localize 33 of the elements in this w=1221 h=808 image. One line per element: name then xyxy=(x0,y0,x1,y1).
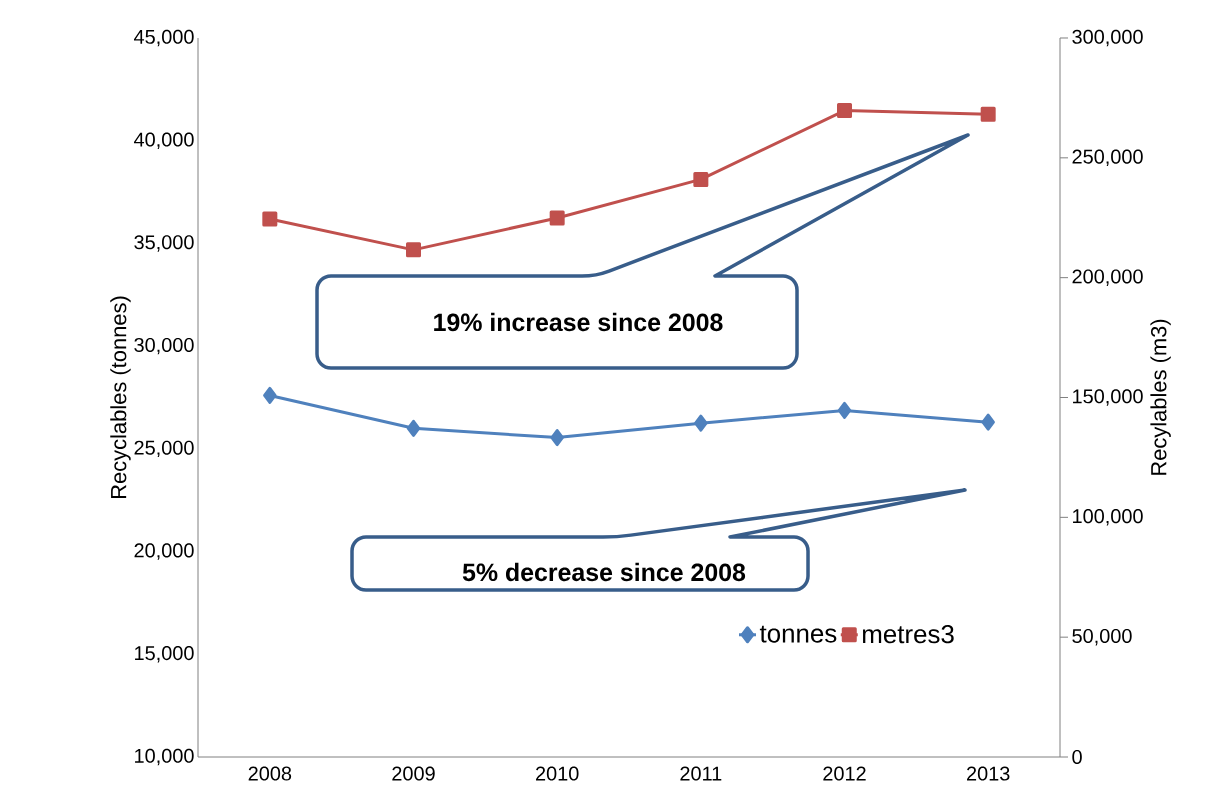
y-tick-label: 25,000 xyxy=(134,440,194,458)
y2-tick-label: 250,000 xyxy=(1072,149,1143,167)
y2-tick-label: 0 xyxy=(1072,749,1082,765)
x-tick-label: 2011 xyxy=(680,766,722,781)
y-tick-label: 30,000 xyxy=(134,337,194,355)
x-tick-label: 2009 xyxy=(392,766,435,781)
y-tick-label: 20,000 xyxy=(134,543,194,560)
point xyxy=(837,103,853,119)
y-tick-label: 15,000 xyxy=(135,646,194,663)
legend-label: tonnes xyxy=(759,625,837,643)
point xyxy=(693,171,709,187)
y-tick-label: 35,000 xyxy=(134,235,194,252)
y-tick-label: 10,000 xyxy=(135,748,194,766)
point xyxy=(980,106,996,122)
x-tick-label: 2012 xyxy=(823,766,866,781)
point xyxy=(406,242,421,258)
y-axis-title: Recyclables (tonnes) xyxy=(110,296,131,499)
annotation: 19% increase since 2008 xyxy=(434,312,723,332)
legend-label: metres3 xyxy=(862,624,954,644)
point xyxy=(262,211,278,227)
y-tick-label: 45,000 xyxy=(133,29,194,47)
x-tick-label: 2008 xyxy=(248,766,292,781)
x-tick-label: 2010 xyxy=(536,766,579,781)
y2-tick-label: 50,000 xyxy=(1072,628,1132,646)
x-tick-label: 2013 xyxy=(967,766,1010,781)
y-tick-label: 40,000 xyxy=(133,132,194,149)
y2-axis-title: Recylables (m3) xyxy=(1150,319,1171,475)
y2-tick-label: 100,000 xyxy=(1073,509,1143,526)
y2-tick-label: 150,000 xyxy=(1073,389,1143,406)
point xyxy=(549,210,565,226)
annotation: 5% decrease since 2008 xyxy=(462,562,746,582)
y2-tick-label: 200,000 xyxy=(1072,269,1143,286)
y2-tick-label: 300,000 xyxy=(1072,29,1143,47)
